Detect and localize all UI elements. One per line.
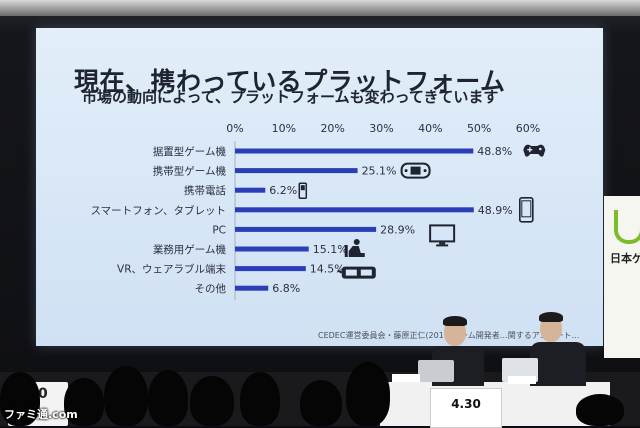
bar: [235, 266, 306, 272]
value-label: 14.5%: [310, 263, 345, 276]
x-tick-label: 10%: [272, 122, 296, 135]
handheld-console-icon: [400, 162, 431, 179]
value-label: 48.9%: [478, 204, 513, 217]
audience-head: [576, 394, 624, 426]
audience-head: [148, 370, 188, 426]
bar: [235, 148, 474, 154]
bar: [235, 285, 269, 291]
x-tick-label: 30%: [369, 122, 393, 135]
x-tick-label: 0%: [226, 122, 243, 135]
cedec-logo-mark: [614, 210, 640, 244]
bar: [235, 226, 377, 232]
value-label: 6.8%: [272, 282, 300, 295]
x-tick-label: 60%: [516, 122, 540, 135]
category-label: 業務用ゲーム機: [153, 243, 227, 256]
category-label: その他: [195, 282, 227, 295]
sign-date: 4.30: [451, 397, 481, 411]
category-label: 据置型ゲーム機: [153, 145, 227, 158]
arcade-player-icon: [344, 239, 365, 257]
category-label: VR、ウェアラブル端末: [117, 263, 226, 276]
category-label: スマートフォン、タブレット: [90, 204, 226, 217]
bar: [235, 246, 309, 252]
bar: [235, 207, 474, 213]
event-date-sign: 4.30: [430, 388, 502, 428]
laptop-left: [418, 360, 454, 382]
speaker-right-body: [530, 342, 586, 386]
x-tick-label: 20%: [320, 122, 344, 135]
category-label: PC: [212, 224, 226, 236]
nameplate-right: [508, 376, 536, 384]
audience-head: [104, 366, 148, 426]
speaker-right-hair: [539, 312, 563, 322]
monitor-icon: [429, 224, 456, 247]
audience-head: [240, 372, 280, 426]
audience-head: [300, 380, 342, 426]
speaker-left-hair: [443, 316, 467, 326]
audience-head: [0, 372, 40, 426]
value-label: 15.1%: [313, 243, 348, 256]
vr-headset-icon: [337, 266, 376, 279]
value-label: 6.2%: [269, 184, 297, 197]
x-tick-label: 40%: [418, 122, 442, 135]
value-label: 28.9%: [380, 223, 415, 236]
value-label: 25.1%: [362, 165, 397, 178]
slide-subtitle: 市場の動向によって、プラットフォームも変わってきています: [82, 88, 499, 106]
smartphone-icon: [518, 197, 534, 223]
slide-title: 現在、携わっているプラットフォーム: [74, 67, 506, 96]
value-label: 48.8%: [477, 145, 512, 158]
category-label: 携帯電話: [184, 184, 226, 197]
feature-phone-icon: [298, 182, 308, 199]
category-label: 携帯型ゲーム機: [153, 165, 227, 178]
projection-screen: [36, 28, 603, 346]
banner-text: 日本ゲ: [610, 252, 640, 265]
x-tick-label: 50%: [467, 122, 491, 135]
bar: [235, 187, 266, 193]
ceiling: [0, 0, 640, 16]
nameplate-left: [392, 374, 420, 382]
audience-head: [346, 362, 390, 426]
watermark: ファミ通.com: [4, 408, 78, 421]
audience-head: [190, 376, 234, 426]
gamepad-icon: [523, 144, 546, 157]
audience-head: [64, 378, 104, 426]
bar: [235, 168, 358, 174]
